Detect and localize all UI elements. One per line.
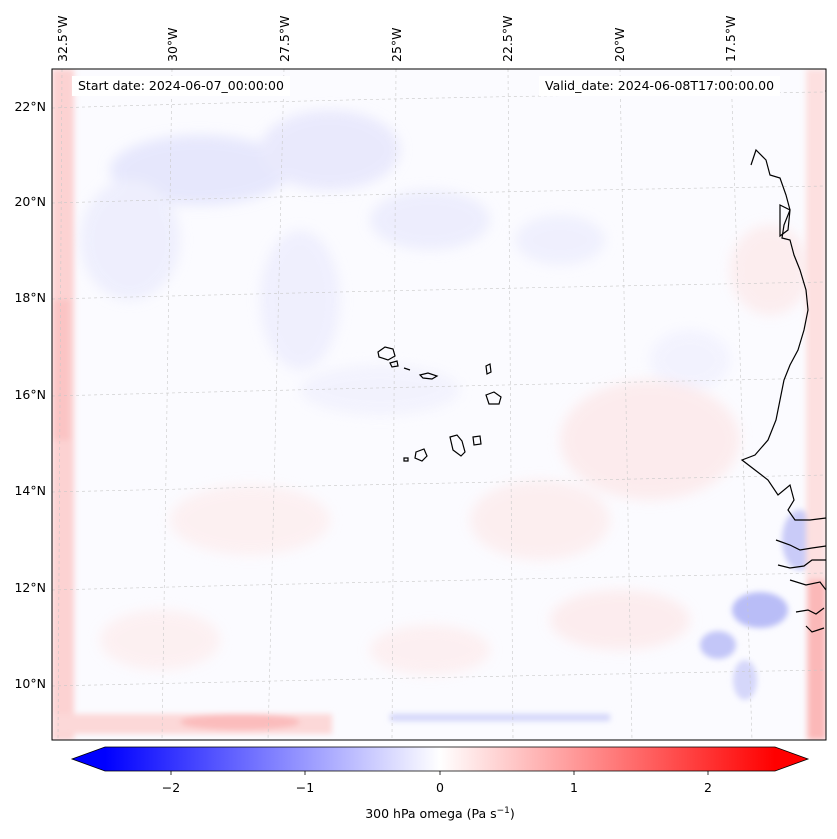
lat-label-14n: 14°N <box>14 483 46 498</box>
cape-verde-islands <box>377 346 502 462</box>
lat-label-22n: 22°N <box>14 99 46 114</box>
lon-label-20w: 20°W <box>612 27 627 62</box>
colorbar-tick-label: 1 <box>570 780 578 795</box>
start-date-label: Start date: 2024-06-07_00:00:00 <box>72 76 290 96</box>
colorbar-tick-label: −2 <box>161 780 181 795</box>
lon-label-22-5w: 22.5°W <box>500 15 515 62</box>
colorbar-title-close: ) <box>509 806 515 822</box>
colorbar-title-text: 300 hPa omega (Pa s <box>365 806 497 822</box>
lon-label-30w: 30°W <box>165 27 180 62</box>
omega-field <box>52 69 826 740</box>
lon-label-27-5w: 27.5°W <box>277 15 292 62</box>
lon-label-32-5w: 32.5°W <box>55 15 70 62</box>
colorbar-max-extension <box>775 747 808 771</box>
lat-label-20n: 20°N <box>14 194 46 209</box>
lat-label-12n: 12°N <box>14 580 46 595</box>
colorbar-tick-label: −1 <box>295 780 315 795</box>
lat-label-16n: 16°N <box>14 387 46 402</box>
graticule <box>52 69 826 740</box>
lat-label-18n: 18°N <box>14 290 46 305</box>
lon-label-25w: 25°W <box>389 27 404 62</box>
colorbar-body <box>105 747 775 771</box>
colorbar-title: 300 hPa omega (Pa s−1) <box>340 806 540 821</box>
colorbar-min-extension <box>72 747 105 771</box>
lat-label-10n: 10°N <box>14 676 46 691</box>
map-frame <box>51 68 827 741</box>
colorbar-title-exponent: −1 <box>496 806 510 816</box>
colorbar <box>70 746 810 775</box>
colorbar-tick-label: 0 <box>436 780 444 795</box>
lon-label-17-5w: 17.5°W <box>723 15 738 62</box>
valid-date-label: Valid_date: 2024-06-08T17:00:00.00 <box>539 76 781 96</box>
coastline <box>740 90 826 633</box>
colorbar-tick-label: 2 <box>704 780 712 795</box>
